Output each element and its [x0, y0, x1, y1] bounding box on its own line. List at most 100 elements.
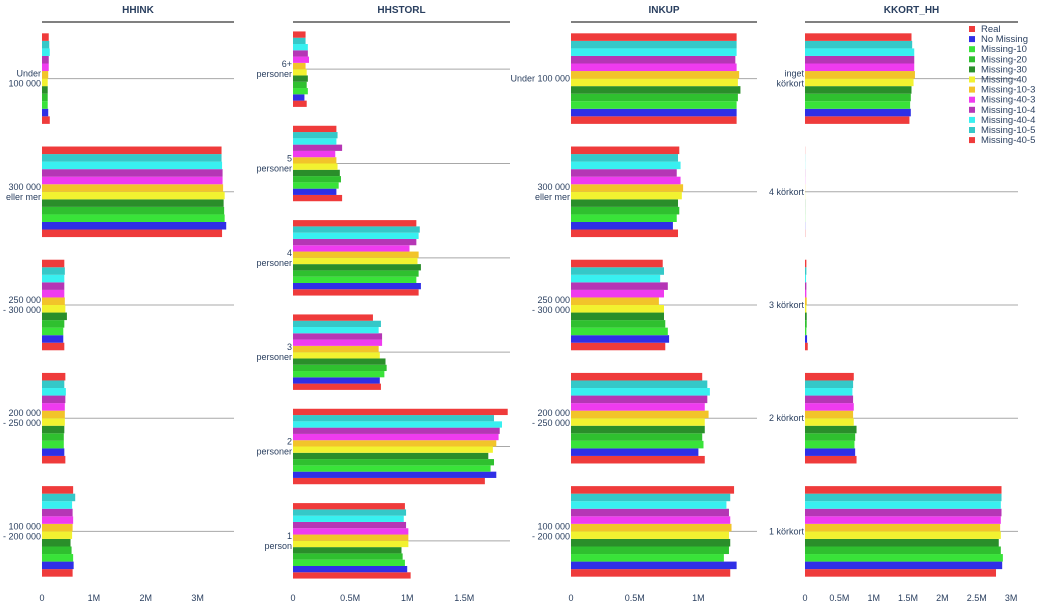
bar-5	[571, 86, 740, 94]
bar-8	[571, 516, 730, 524]
bar-1	[293, 101, 307, 107]
legend-item: Missing-40-5	[981, 135, 1035, 146]
bar-6	[293, 258, 417, 264]
bar-2	[571, 222, 673, 230]
bar-9	[805, 282, 806, 290]
bar-7	[805, 524, 1000, 532]
bar-9	[571, 509, 729, 517]
x-tick-label: 2M	[936, 593, 949, 603]
bar-11	[42, 380, 64, 388]
bar-8	[293, 434, 499, 440]
bar-2	[571, 562, 737, 570]
bar-7	[293, 440, 496, 446]
bar-11	[293, 321, 381, 327]
x-tick-label: 0	[39, 593, 44, 603]
bar-6	[42, 305, 65, 313]
bar-11	[571, 380, 707, 388]
bar-1	[42, 569, 73, 577]
bar-12	[571, 486, 734, 494]
bar-9	[805, 509, 1002, 517]
bar-9	[293, 145, 342, 151]
bar-4	[293, 176, 341, 182]
x-tick-label: 0	[802, 593, 807, 603]
bar-8	[42, 403, 65, 411]
legend-swatch	[969, 77, 975, 83]
x-tick-label: 0.5M	[829, 593, 849, 603]
bar-2	[42, 448, 64, 456]
legend-swatch	[969, 56, 975, 62]
bar-12	[42, 147, 222, 155]
x-tick-label: 1M	[88, 593, 101, 603]
bar-11	[293, 226, 420, 232]
bar-11	[293, 415, 494, 421]
bar-2	[42, 335, 63, 343]
bar-3	[571, 554, 724, 562]
category-label: 1 körkort	[769, 526, 805, 536]
bar-12	[571, 147, 679, 155]
bar-10	[805, 275, 806, 283]
bar-7	[805, 71, 915, 79]
bar-6	[42, 418, 65, 426]
bar-10	[42, 275, 64, 283]
bar-9	[293, 50, 308, 56]
bar-12	[805, 33, 912, 41]
bar-4	[571, 433, 702, 441]
bar-4	[805, 94, 911, 102]
bar-6	[805, 418, 854, 426]
bar-4	[571, 320, 665, 328]
legend-swatch	[969, 26, 975, 32]
x-tick-label: 0	[290, 593, 295, 603]
bar-1	[571, 343, 665, 351]
bar-11	[571, 267, 664, 275]
bar-3	[293, 277, 416, 283]
bar-6	[805, 531, 1001, 539]
legend-swatch	[969, 137, 975, 143]
x-tick-label: 0.5M	[625, 593, 645, 603]
bar-7	[42, 184, 223, 192]
bar-2	[42, 562, 74, 570]
bar-5	[42, 313, 67, 321]
category-label: 100 000- 200 000	[532, 521, 570, 541]
bar-5	[293, 453, 488, 459]
bar-3	[805, 441, 854, 449]
bar-7	[571, 524, 732, 532]
bar-1	[805, 456, 857, 464]
bar-8	[293, 340, 382, 346]
bar-5	[293, 547, 402, 553]
bar-7	[293, 63, 306, 69]
bar-12	[571, 33, 737, 41]
bar-1	[293, 289, 419, 295]
bar-10	[805, 388, 852, 396]
bar-5	[293, 358, 386, 364]
category-label: 3 körkort	[769, 300, 805, 310]
x-tick-label: 1M	[401, 593, 414, 603]
x-tick-label: 3M	[1005, 593, 1018, 603]
bar-9	[805, 396, 853, 404]
bar-6	[42, 79, 48, 87]
bar-3	[571, 328, 668, 336]
bar-10	[571, 388, 710, 396]
legend-swatch	[969, 107, 975, 113]
bar-1	[293, 195, 342, 201]
bar-12	[805, 486, 1002, 494]
bar-4	[571, 546, 729, 554]
x-tick-label: 0.5M	[340, 593, 360, 603]
bar-1	[571, 569, 730, 577]
category-label: 6+personer	[256, 59, 292, 79]
bar-12	[571, 373, 702, 381]
bar-12	[42, 260, 64, 268]
bar-2	[293, 566, 407, 572]
bar-6	[805, 305, 806, 313]
bar-7	[293, 252, 419, 258]
bar-8	[42, 64, 49, 72]
bar-10	[42, 501, 72, 509]
bar-7	[293, 535, 408, 541]
x-tick-label: 1.5M	[454, 593, 474, 603]
bar-10	[805, 48, 914, 56]
